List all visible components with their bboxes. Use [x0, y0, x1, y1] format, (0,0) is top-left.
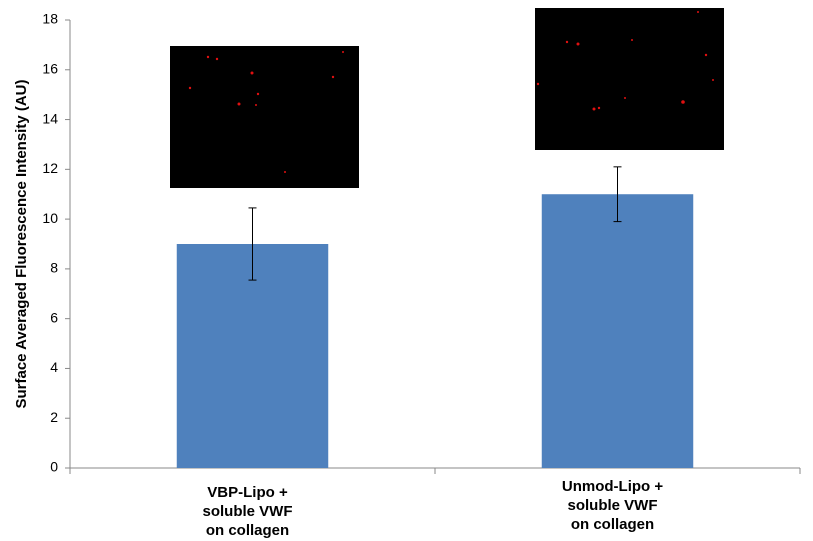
chart: Surface Averaged Fluorescence Intensity …	[0, 0, 813, 541]
bar	[542, 194, 693, 468]
x-tick-label: Unmod-Lipo +	[562, 478, 663, 495]
x-tick-label: soluble VWF	[568, 497, 658, 514]
x-tick-label: VBP-Lipo +	[207, 484, 288, 501]
x-tick-label: on collagen	[571, 516, 654, 533]
page: Surface Averaged Fluorescence Intensity …	[0, 0, 813, 541]
y-tick-label: 14	[42, 110, 58, 126]
y-tick-label: 12	[42, 160, 58, 176]
y-tick-label: 10	[42, 210, 58, 226]
y-tick-label: 6	[50, 309, 58, 325]
y-tick-label: 0	[50, 459, 58, 475]
y-tick-label: 8	[50, 260, 58, 276]
y-tick-label: 18	[42, 11, 58, 27]
inset-image	[170, 8, 724, 188]
y-tick-label: 4	[50, 359, 58, 375]
x-tick-label: soluble VWF	[203, 503, 293, 520]
y-tick-label: 2	[50, 409, 58, 425]
y-axis-label: Surface Averaged Fluorescence Intensity …	[13, 80, 30, 409]
x-tick-label: on collagen	[206, 522, 289, 539]
y-tick-label: 16	[42, 60, 58, 76]
